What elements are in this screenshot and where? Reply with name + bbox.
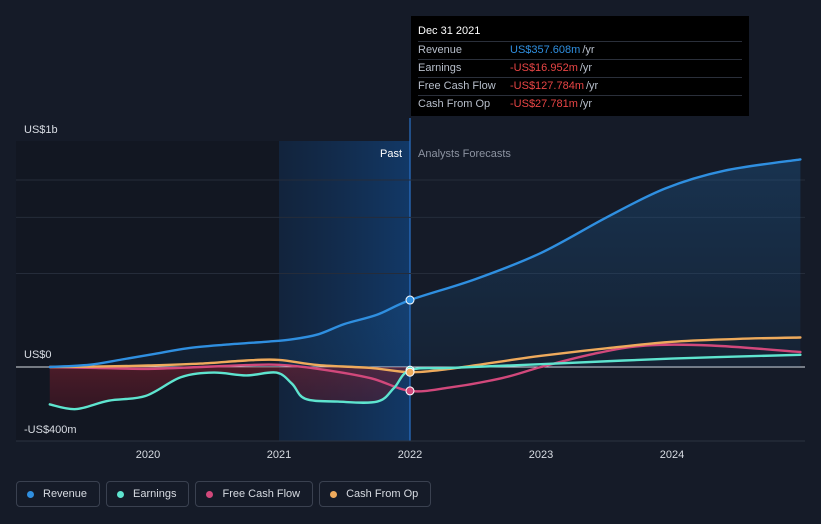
tooltip-row-value: -US$27.781m xyxy=(510,98,578,110)
tooltip: Dec 31 2021 Revenue US$357.608m/yr Earning… xyxy=(411,16,749,116)
tooltip-row-label: Cash From Op xyxy=(418,98,491,110)
legend: Revenue Earnings Free Cash Flow Cash From O… xyxy=(16,481,432,507)
x-axis-label: 2023 xyxy=(529,449,553,461)
past-label: Past xyxy=(380,148,402,160)
x-axis-label: 2022 xyxy=(398,449,422,461)
tooltip-row: Earnings -US$16.952m/yr xyxy=(418,59,742,77)
series-line-cash-from-op xyxy=(48,336,802,374)
tooltip-row-label: Revenue xyxy=(418,44,463,56)
legend-dot-icon xyxy=(330,490,338,498)
y-axis-label: -US$400m xyxy=(24,424,77,436)
series-line-revenue xyxy=(48,158,802,369)
series-line-free-cash-flow xyxy=(48,343,802,393)
legend-item-revenue[interactable]: Revenue xyxy=(16,481,101,507)
revenue-area xyxy=(49,159,801,367)
x-axis-label: 2021 xyxy=(267,449,291,461)
tooltip-row-unit: /yr xyxy=(582,44,595,56)
legend-item-free-cash-flow[interactable]: Free Cash Flow xyxy=(195,481,314,507)
x-axis-label: 2020 xyxy=(136,449,160,461)
tooltip-row: Cash From Op -US$27.781m/yr xyxy=(418,95,742,113)
series-line-earnings xyxy=(48,353,802,411)
legend-label: Cash From Op xyxy=(346,488,419,500)
tooltip-row: Revenue US$357.608m/yr xyxy=(418,41,742,59)
tooltip-row-label: Earnings xyxy=(418,62,462,74)
tooltip-row-value: US$357.608m xyxy=(510,44,581,56)
series-marker-cash-from-op xyxy=(405,367,415,377)
legend-label: Revenue xyxy=(43,488,88,500)
tooltip-row-unit: /yr xyxy=(579,62,593,74)
legend-item-cash-from-op[interactable]: Cash From Op xyxy=(319,481,432,507)
y-axis-label: US$0 xyxy=(24,349,52,361)
tooltip-row: Free Cash Flow -US$127.784m/yr xyxy=(418,77,742,95)
tooltip-date: Dec 31 2021 xyxy=(418,25,481,37)
legend-dot-icon xyxy=(206,490,214,498)
tooltip-row-unit: /yr xyxy=(579,98,593,110)
y-axis-label: US$1b xyxy=(24,124,58,136)
legend-dot-icon xyxy=(27,490,34,498)
legend-label: Free Cash Flow xyxy=(222,488,301,500)
forecast-label: Analysts Forecasts xyxy=(418,148,511,160)
series-marker-revenue xyxy=(405,295,415,305)
tooltip-row-value: -US$16.952m xyxy=(510,62,578,74)
tooltip-row-label: Free Cash Flow xyxy=(418,80,496,92)
tooltip-row-value: -US$127.784m xyxy=(510,80,584,92)
tooltip-row-unit: /yr xyxy=(586,80,599,92)
legend-item-earnings[interactable]: Earnings xyxy=(106,481,190,507)
series-marker-free-cash-flow xyxy=(405,386,415,396)
earnings-negative-area xyxy=(49,367,410,410)
x-axis-label: 2024 xyxy=(660,449,684,461)
legend-label: Earnings xyxy=(133,488,177,500)
legend-dot-icon xyxy=(117,490,125,498)
